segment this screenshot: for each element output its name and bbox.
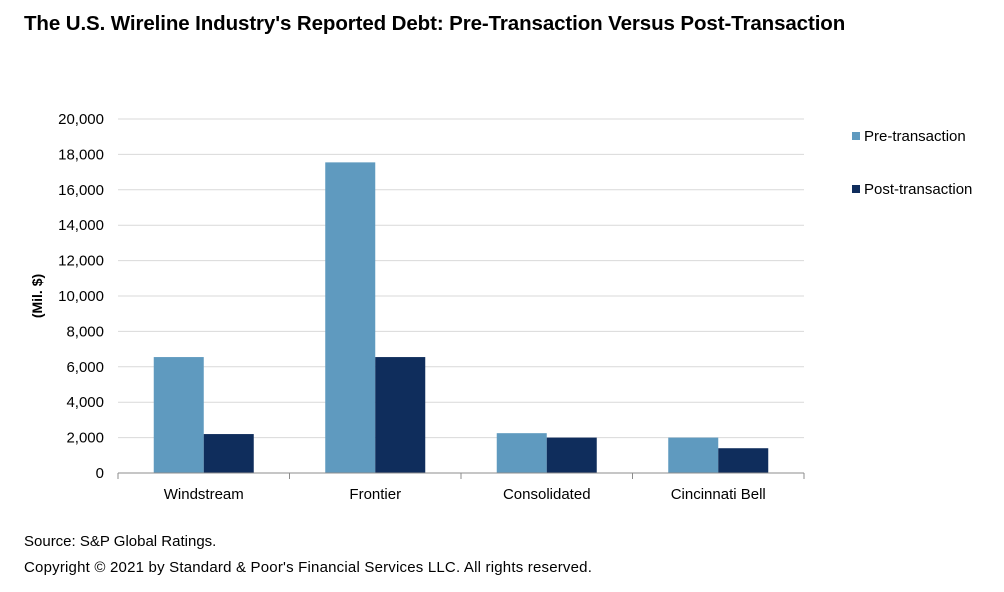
y-tick-label: 2,000 <box>66 430 104 447</box>
bar-pre-transaction-frontier <box>325 162 376 474</box>
y-tick-label: 10,000 <box>58 288 104 305</box>
legend-item-pre-transaction: Pre-transaction <box>852 126 972 146</box>
y-tick-label: 14,000 <box>58 217 104 234</box>
legend-label-pre-transaction: Pre-transaction <box>864 127 966 145</box>
x-tick-label: Consolidated <box>503 486 591 503</box>
legend-label-post-transaction: Post-transaction <box>864 180 973 198</box>
chart-title: The U.S. Wireline Industry's Reported De… <box>24 12 846 35</box>
legend-item-post-transaction: Post-transaction <box>852 179 972 199</box>
y-tick-label: 18,000 <box>58 146 104 163</box>
y-tick-label: 20,000 <box>58 111 104 128</box>
x-tick-label: Frontier <box>349 486 401 503</box>
copyright-note: Copyright © 2021 by Standard & Poor's Fi… <box>24 559 593 576</box>
source-note: Source: S&P Global Ratings. <box>24 533 217 550</box>
y-tick-label: 6,000 <box>66 359 104 376</box>
bar-post-transaction-windstream <box>203 434 254 473</box>
bar-pre-transaction-windstream <box>153 357 204 473</box>
bar-pre-transaction-consolidated <box>496 433 547 473</box>
y-tick-label: 8,000 <box>66 323 104 340</box>
bar-pre-transaction-cincinnati-bell <box>668 437 719 473</box>
x-tick-label: Cincinnati Bell <box>671 486 766 503</box>
y-tick-label: 4,000 <box>66 394 104 411</box>
y-tick-label: 12,000 <box>58 253 104 270</box>
bar-post-transaction-frontier <box>375 357 426 473</box>
y-tick-label: 0 <box>96 465 104 482</box>
y-tick-label: 16,000 <box>58 182 104 199</box>
x-tick-label: Windstream <box>164 486 244 503</box>
legend-swatch-post-transaction <box>852 185 860 193</box>
legend-swatch-pre-transaction <box>852 132 860 140</box>
y-axis-label: (Mil. $) <box>29 274 45 318</box>
legend: Pre-transaction Post-transaction <box>852 126 972 232</box>
bar-post-transaction-consolidated <box>546 437 597 473</box>
bar-post-transaction-cincinnati-bell <box>718 448 769 473</box>
